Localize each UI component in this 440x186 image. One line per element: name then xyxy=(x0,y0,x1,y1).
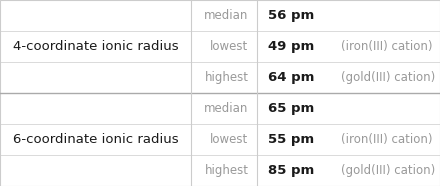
Text: (gold(III) cation): (gold(III) cation) xyxy=(341,71,435,84)
Text: 65 pm: 65 pm xyxy=(268,102,315,115)
Text: (gold(III) cation): (gold(III) cation) xyxy=(341,164,435,177)
Text: lowest: lowest xyxy=(210,133,249,146)
Text: (iron(III) cation): (iron(III) cation) xyxy=(341,40,433,53)
Text: highest: highest xyxy=(205,164,249,177)
Text: 6-coordinate ionic radius: 6-coordinate ionic radius xyxy=(13,133,179,146)
Text: 49 pm: 49 pm xyxy=(268,40,315,53)
Text: 4-coordinate ionic radius: 4-coordinate ionic radius xyxy=(13,40,179,53)
Text: 55 pm: 55 pm xyxy=(268,133,315,146)
Text: median: median xyxy=(204,102,249,115)
Text: 64 pm: 64 pm xyxy=(268,71,315,84)
Text: 56 pm: 56 pm xyxy=(268,9,315,22)
Text: highest: highest xyxy=(205,71,249,84)
Text: 85 pm: 85 pm xyxy=(268,164,315,177)
Text: (iron(III) cation): (iron(III) cation) xyxy=(341,133,433,146)
Text: lowest: lowest xyxy=(210,40,249,53)
Text: median: median xyxy=(204,9,249,22)
